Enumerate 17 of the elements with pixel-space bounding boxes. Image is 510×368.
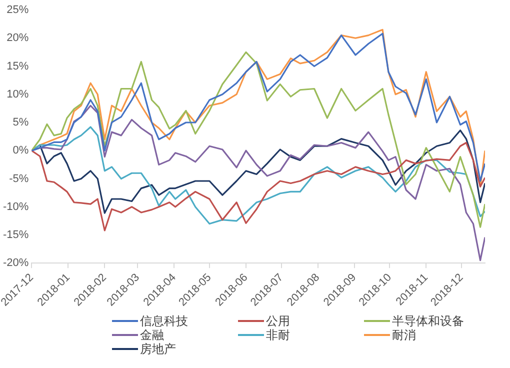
legend-label: 半导体和设备 bbox=[392, 314, 464, 328]
y-tick-label: -10% bbox=[2, 200, 29, 213]
legend-label: 金融 bbox=[140, 328, 164, 342]
legend-label: 公用 bbox=[266, 314, 290, 328]
y-tick-label: -20% bbox=[2, 257, 29, 270]
legend-label: 房地产 bbox=[140, 342, 176, 356]
legend-label: 耐消 bbox=[392, 328, 416, 342]
y-tick-label: 0% bbox=[12, 144, 29, 157]
legend-label: 非耐 bbox=[266, 328, 290, 342]
y-tick-label: 10% bbox=[6, 88, 29, 100]
y-tick-label: 15% bbox=[6, 60, 29, 72]
y-tick-label: -15% bbox=[2, 229, 29, 242]
y-tick-label: -5% bbox=[9, 172, 29, 185]
legend-label: 信息科技 bbox=[140, 314, 188, 328]
y-tick-label: 5% bbox=[12, 116, 29, 129]
y-tick-label: 25% bbox=[6, 4, 29, 16]
y-tick-label: 20% bbox=[6, 32, 29, 44]
